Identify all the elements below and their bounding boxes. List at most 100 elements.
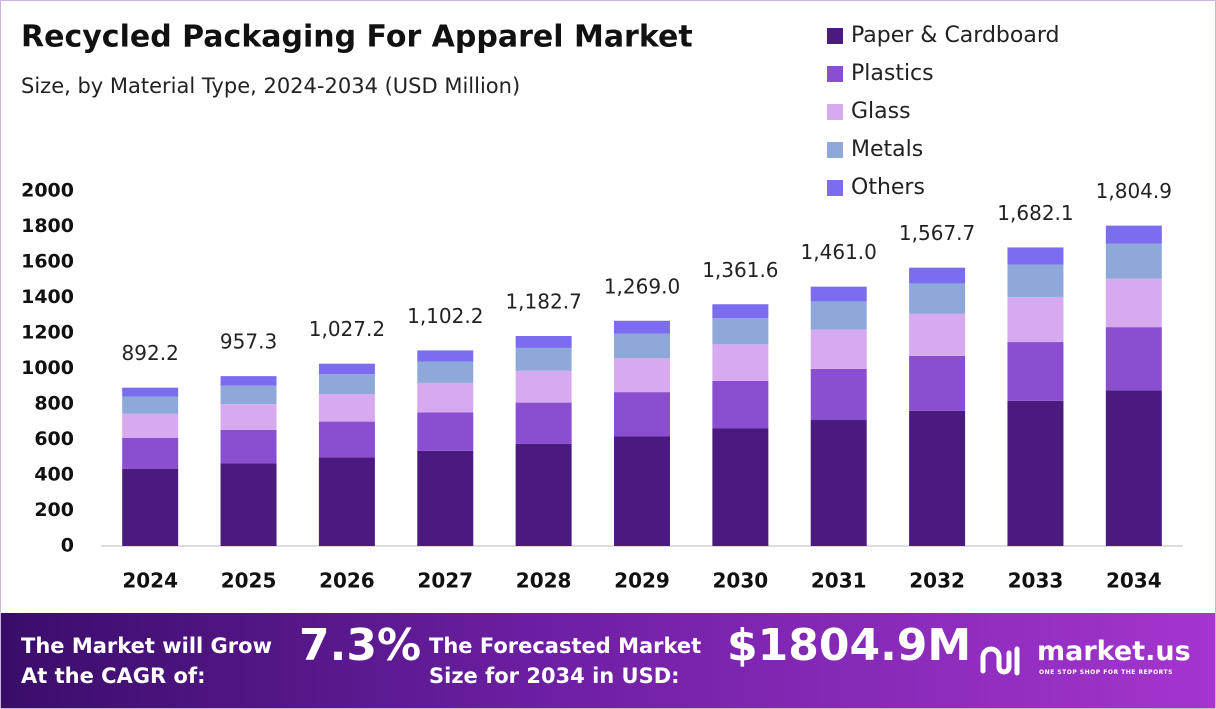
forecast-label-line: The Forecasted Market — [429, 634, 702, 658]
bar-segment — [1105, 225, 1162, 244]
x-tick-label: 2026 — [319, 569, 375, 593]
cagr-value: 7.3% — [299, 620, 422, 671]
bar-segment — [318, 457, 375, 546]
total-label: 957.3 — [220, 330, 277, 354]
bar-segment — [909, 410, 966, 546]
legend-label: Paper & Cardboard — [851, 23, 1059, 48]
bar-segment — [515, 443, 572, 546]
legend-swatch — [827, 142, 843, 158]
x-tick-label: 2027 — [417, 569, 473, 593]
bar-segment — [1007, 296, 1064, 343]
bar-segment — [1007, 400, 1064, 546]
x-tick-label: 2025 — [221, 569, 277, 593]
legend-label: Plastics — [851, 61, 934, 86]
chart-subtitle: Size, by Material Type, 2024-2034 (USD M… — [21, 74, 520, 98]
bar-segment — [220, 404, 277, 430]
bar-segment — [712, 318, 769, 345]
legend-label: Metals — [851, 137, 923, 162]
bar-segment — [122, 468, 179, 546]
total-label: 1,804.9 — [1096, 179, 1172, 203]
forecast-label: The Forecasted Market Size for 2034 in U… — [429, 631, 701, 691]
y-tick-label: 0 — [61, 535, 74, 557]
bar-segment — [515, 347, 572, 371]
bar-segment — [220, 376, 277, 386]
bar-segment — [1007, 247, 1064, 265]
footer-banner: The Market will Grow At the CAGR of: 7.3… — [1, 613, 1215, 708]
bar-segment — [810, 368, 867, 420]
bar-segment — [909, 267, 966, 284]
chart: Recycled Packaging For Apparel Market Si… — [21, 20, 1183, 593]
bar-segment — [810, 419, 867, 546]
bar-segment — [417, 361, 474, 383]
y-tick-label: 800 — [34, 393, 74, 415]
total-label: 1,361.6 — [702, 258, 778, 282]
bar-segment — [318, 374, 375, 395]
bar-segment — [1007, 264, 1064, 297]
bar-segment — [220, 429, 277, 464]
bar-segment — [417, 382, 474, 413]
bar-segment — [1105, 243, 1162, 279]
cagr-label-line: At the CAGR of: — [21, 664, 206, 688]
bar-segment — [417, 412, 474, 451]
y-tick-label: 1200 — [21, 322, 74, 344]
cagr-label-line: The Market will Grow — [21, 634, 272, 658]
total-label: 1,182.7 — [505, 290, 581, 314]
cagr-label: The Market will Grow At the CAGR of: — [21, 631, 272, 691]
y-tick-label: 600 — [34, 428, 74, 450]
y-tick-label: 1600 — [21, 251, 74, 273]
legend-swatch — [827, 180, 843, 196]
x-tick-label: 2034 — [1106, 569, 1162, 593]
bar-segment — [1105, 327, 1162, 391]
x-tick-label: 2031 — [811, 569, 867, 593]
y-tick-label: 2000 — [21, 180, 74, 202]
bar-segment — [1007, 342, 1064, 401]
bar-segment — [614, 333, 670, 359]
bar-segment — [122, 387, 179, 397]
brand-icon — [980, 646, 1020, 676]
forecast-value: $1804.9M — [727, 620, 972, 671]
bar-segment — [614, 358, 670, 393]
legend-swatch — [827, 104, 843, 120]
bar-segment — [810, 329, 867, 369]
bar-segment — [318, 363, 375, 375]
bar-segment — [515, 402, 572, 444]
bar-segment — [318, 421, 375, 458]
bar-segment — [909, 313, 966, 356]
bar-segment — [712, 380, 769, 429]
x-tick-label: 2028 — [516, 569, 572, 593]
y-tick-label: 400 — [34, 464, 74, 486]
legend-label: Others — [851, 175, 925, 200]
x-tick-label: 2032 — [909, 569, 965, 593]
bar-segment — [417, 450, 474, 546]
y-tick-label: 1000 — [21, 357, 74, 379]
bar-segment — [515, 370, 572, 403]
x-tick-label: 2030 — [713, 569, 769, 593]
chart-title: Recycled Packaging For Apparel Market — [21, 20, 693, 55]
bar-segment — [417, 350, 474, 362]
brand-tagline: ONE STOP SHOP FOR THE REPORTS — [1039, 669, 1173, 676]
total-label: 1,567.7 — [899, 221, 975, 245]
bar-segment — [810, 286, 867, 302]
bar-segment — [614, 320, 670, 334]
total-label: 1,102.2 — [407, 304, 483, 328]
bar-segment — [122, 396, 179, 414]
bar-segment — [318, 394, 375, 422]
brand-name: market.us — [1037, 636, 1191, 667]
y-tick-label: 1800 — [21, 215, 74, 237]
bar-segment — [515, 336, 572, 348]
bar-segment — [712, 428, 769, 546]
bar-segment — [122, 437, 179, 469]
y-tick-label: 200 — [34, 499, 74, 521]
legend-label: Glass — [851, 99, 911, 124]
total-label: 1,461.0 — [801, 240, 877, 264]
bar-segment — [1105, 278, 1162, 328]
x-tick-label: 2033 — [1008, 569, 1064, 593]
bar-segment — [909, 355, 966, 411]
bar-segment — [614, 392, 670, 437]
x-tick-label: 2029 — [614, 569, 670, 593]
legend-swatch — [827, 66, 843, 82]
total-label: 1,027.2 — [309, 317, 385, 341]
total-label: 1,269.0 — [604, 274, 680, 298]
bar-segment — [122, 413, 179, 438]
